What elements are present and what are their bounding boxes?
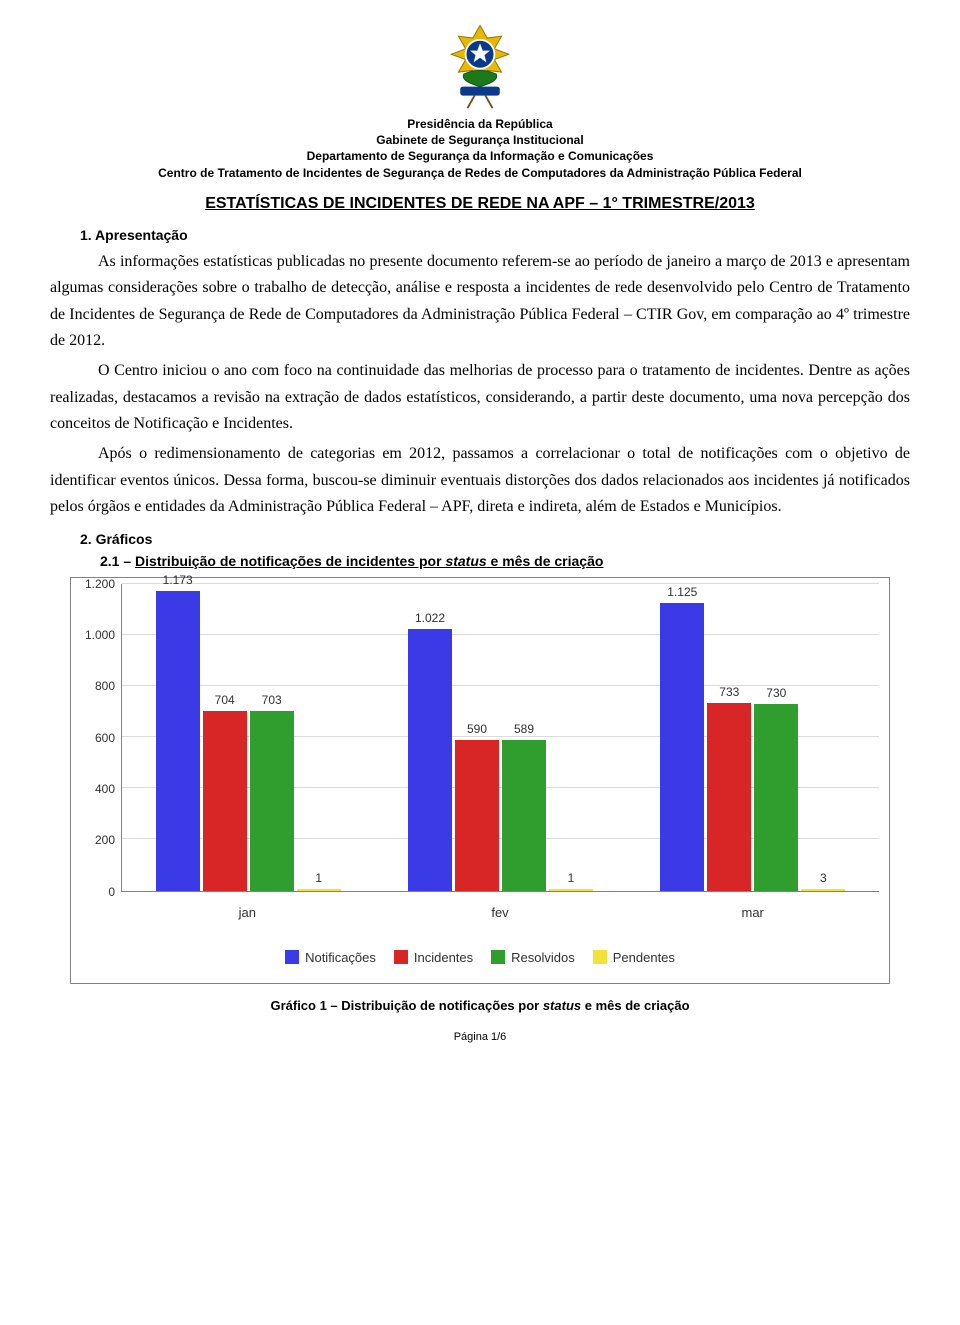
swatch-icon <box>285 950 299 964</box>
bar-label: 703 <box>262 693 282 707</box>
chart-x-axis: jan fev mar <box>121 905 879 920</box>
chart-bar-groups: 1.173 704 703 1 <box>122 584 879 891</box>
chart-y-axis: 1.200 1.000 800 600 400 200 0 <box>71 584 121 892</box>
bar-group-fev: 1.022 590 589 1 <box>374 584 626 891</box>
paragraph-2: O Centro iniciou o ano com foco na conti… <box>50 358 910 437</box>
ytick-200: 200 <box>95 833 115 847</box>
legend-label: Pendentes <box>613 950 675 965</box>
ytick-1000: 1.000 <box>85 628 115 642</box>
bar-mar-notificacoes: 1.125 <box>660 603 704 891</box>
header-line-2: Gabinete de Segurança Institucional <box>50 132 910 148</box>
legend-label: Resolvidos <box>511 950 575 965</box>
chart-1-caption: Gráfico 1 – Distribuição de notificações… <box>50 998 910 1013</box>
bar-fev-resolvidos: 589 <box>502 740 546 891</box>
bar-fev-pendentes: 1 <box>549 889 593 890</box>
subsection-text-a: Distribuição de notificações de incident… <box>135 553 445 569</box>
bar-jan-incidentes: 704 <box>203 711 247 891</box>
legend-resolvidos: Resolvidos <box>491 950 575 965</box>
x-label-mar: mar <box>626 905 879 920</box>
bar-label: 704 <box>215 693 235 707</box>
paragraph-3: Após o redimensionamento de categorias e… <box>50 441 910 520</box>
swatch-icon <box>593 950 607 964</box>
section-1-heading: 1. Apresentação <box>80 227 910 243</box>
bar-label: 1.125 <box>667 585 697 599</box>
brazil-coat-of-arms-icon <box>435 20 525 110</box>
ytick-800: 800 <box>95 679 115 693</box>
chart-1: 1.200 1.000 800 600 400 200 0 <box>70 577 890 984</box>
x-label-jan: jan <box>121 905 374 920</box>
swatch-icon <box>394 950 408 964</box>
ytick-400: 400 <box>95 782 115 796</box>
header-line-3: Departamento de Segurança da Informação … <box>50 148 910 164</box>
bar-label: 733 <box>719 685 739 699</box>
section-2-1-heading: 2.1 – Distribuição de notificações de in… <box>100 553 910 569</box>
ytick-1200: 1.200 <box>85 577 115 591</box>
paragraph-1: As informações estatísticas publicadas n… <box>50 249 910 355</box>
bar-label: 1 <box>568 871 575 885</box>
bar-fev-notificacoes: 1.022 <box>408 629 452 890</box>
document-title: ESTATÍSTICAS DE INCIDENTES DE REDE NA AP… <box>50 195 910 213</box>
subsection-text-b: e mês de criação <box>487 553 604 569</box>
legend-label: Incidentes <box>414 950 473 965</box>
chart-plot-area: 1.200 1.000 800 600 400 200 0 <box>71 578 889 924</box>
bar-group-mar: 1.125 733 730 3 <box>627 584 879 891</box>
subsection-em: status <box>445 553 486 569</box>
bar-mar-pendentes: 3 <box>801 889 845 890</box>
bar-group-jan: 1.173 704 703 1 <box>122 584 374 891</box>
bar-fev-incidentes: 590 <box>455 740 499 891</box>
section-2-heading: 2. Gráficos <box>80 531 910 547</box>
caption-prefix: Gráfico 1 – Distribuição de notificações… <box>270 998 542 1013</box>
bar-jan-notificacoes: 1.173 <box>156 591 200 891</box>
chart-plot-inner: 1.173 704 703 1 <box>121 584 879 892</box>
caption-suffix: e mês de criação <box>581 998 689 1013</box>
header-line-1: Presidência da República <box>50 116 910 132</box>
bar-label: 1 <box>315 871 322 885</box>
header-line-4: Centro de Tratamento de Incidentes de Se… <box>50 165 910 181</box>
page-number: Página 1/6 <box>50 1031 910 1043</box>
bar-jan-pendentes: 1 <box>297 889 341 890</box>
ytick-0: 0 <box>108 885 115 899</box>
ytick-600: 600 <box>95 731 115 745</box>
bar-jan-resolvidos: 703 <box>250 711 294 891</box>
bar-label: 730 <box>766 686 786 700</box>
caption-em: status <box>543 998 581 1013</box>
bar-label: 1.173 <box>163 573 193 587</box>
subsection-prefix: 2.1 – <box>100 553 135 569</box>
page: Presidência da República Gabinete de Seg… <box>0 0 960 1073</box>
legend-incidentes: Incidentes <box>394 950 473 965</box>
letterhead: Presidência da República Gabinete de Seg… <box>50 116 910 181</box>
legend-label: Notificações <box>305 950 376 965</box>
bar-label: 590 <box>467 722 487 736</box>
bar-mar-incidentes: 733 <box>707 703 751 891</box>
legend-notificacoes: Notificações <box>285 950 376 965</box>
bar-label: 589 <box>514 722 534 736</box>
bar-mar-resolvidos: 730 <box>754 704 798 891</box>
bar-label: 3 <box>820 871 827 885</box>
swatch-icon <box>491 950 505 964</box>
legend-pendentes: Pendentes <box>593 950 675 965</box>
chart-legend: Notificações Incidentes Resolvidos Pende… <box>71 924 889 983</box>
x-label-fev: fev <box>374 905 627 920</box>
bar-label: 1.022 <box>415 611 445 625</box>
